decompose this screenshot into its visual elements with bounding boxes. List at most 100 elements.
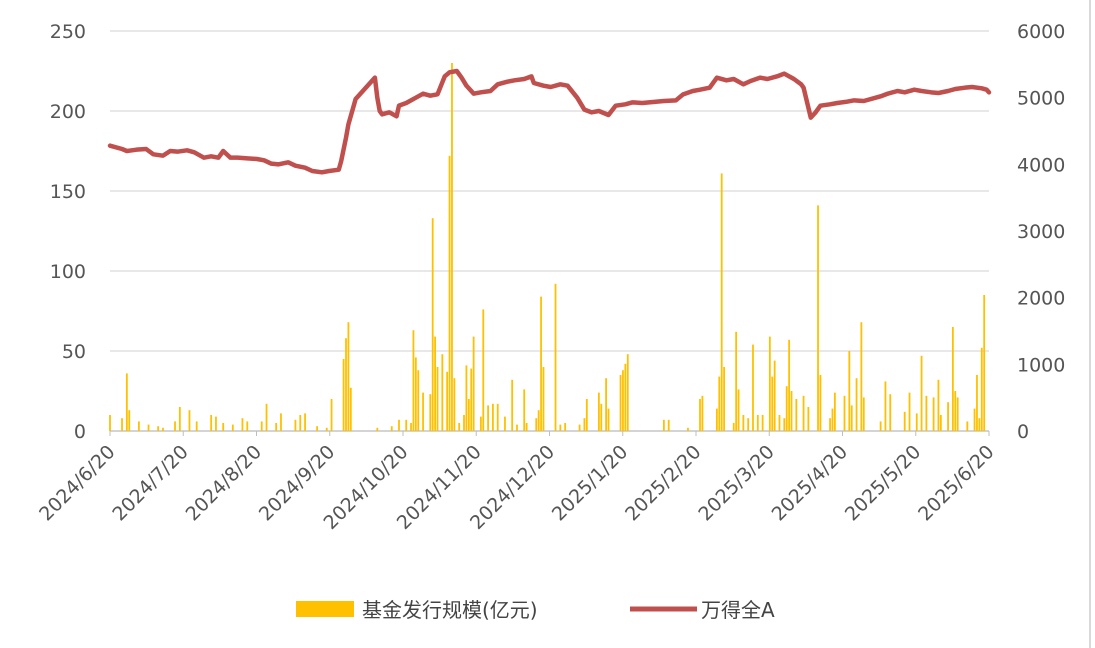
bar — [554, 283, 557, 431]
bar — [162, 427, 164, 431]
legend-swatch-bar — [296, 601, 354, 617]
bar — [463, 415, 465, 431]
left-tick-label: 200 — [50, 101, 86, 123]
bar — [304, 413, 306, 431]
bar — [932, 397, 935, 431]
bar — [342, 359, 345, 431]
bar — [983, 295, 986, 431]
bar — [622, 370, 624, 431]
bar — [535, 418, 538, 431]
bar — [855, 378, 858, 431]
bar — [458, 423, 461, 431]
bar — [467, 399, 470, 431]
bar — [414, 357, 417, 431]
bar — [718, 376, 721, 431]
bar — [523, 389, 526, 431]
bar — [147, 424, 150, 431]
bar — [157, 426, 160, 431]
bar — [843, 395, 846, 431]
bar — [537, 410, 540, 431]
bar — [966, 421, 969, 431]
bar — [624, 363, 627, 431]
bar — [773, 360, 776, 431]
bar — [465, 365, 468, 431]
bar — [817, 205, 819, 431]
bar — [109, 415, 111, 431]
bar — [390, 426, 393, 431]
bar — [412, 330, 415, 431]
bar — [525, 423, 528, 431]
bar — [431, 218, 434, 431]
bar — [850, 405, 853, 431]
bar — [215, 416, 217, 431]
bar — [783, 418, 786, 431]
bar — [860, 322, 863, 431]
bar — [410, 423, 412, 431]
bar — [980, 347, 983, 431]
legend-label-line: 万得全A — [701, 598, 775, 622]
bar — [829, 418, 831, 431]
right-tick-label: 4000 — [1017, 154, 1065, 176]
right-tick-label: 6000 — [1017, 21, 1065, 43]
bar — [330, 399, 333, 431]
bar — [260, 421, 263, 431]
bar — [785, 386, 788, 431]
bar — [771, 376, 774, 431]
bar — [422, 392, 424, 431]
bar — [345, 338, 347, 431]
bar — [939, 415, 942, 431]
bar — [504, 416, 506, 431]
bar — [492, 403, 494, 431]
bar — [280, 413, 282, 431]
left-tick-label: 250 — [50, 21, 86, 43]
right-axis-ticks: 0 1000 2000 3000 4000 5000 6000 — [1017, 21, 1065, 443]
bar — [451, 63, 453, 431]
bar — [434, 336, 437, 431]
bar — [747, 418, 750, 431]
bar — [472, 336, 475, 431]
bar — [756, 415, 759, 431]
bar — [976, 375, 978, 431]
bar — [973, 408, 976, 431]
bar — [862, 397, 865, 431]
bar — [347, 322, 350, 431]
bar — [405, 419, 408, 431]
bar — [605, 378, 607, 431]
left-tick-label: 50 — [62, 341, 86, 363]
bar — [446, 371, 449, 431]
bar — [448, 155, 451, 432]
left-tick-label: 150 — [50, 181, 86, 203]
bar — [795, 399, 798, 431]
bar — [626, 354, 629, 431]
right-tick-label: 5000 — [1017, 88, 1065, 110]
bar — [925, 395, 928, 431]
bar — [699, 399, 701, 431]
bar — [429, 394, 432, 431]
bar — [540, 296, 542, 431]
bar — [470, 368, 473, 431]
bar — [742, 415, 745, 431]
bar — [441, 354, 444, 431]
bar — [831, 408, 834, 431]
bar — [542, 367, 545, 431]
bar — [920, 355, 923, 431]
bar — [884, 381, 887, 431]
right-tick-label: 1000 — [1017, 354, 1065, 376]
bar — [578, 424, 581, 431]
bar — [956, 397, 959, 431]
left-axis-ticks: 0 50 100 150 200 250 — [50, 21, 86, 443]
bar — [583, 418, 586, 431]
right-tick-label: 0 — [1017, 421, 1029, 443]
bar — [915, 413, 918, 431]
bar — [195, 421, 198, 431]
bar — [265, 403, 268, 431]
bar — [349, 387, 352, 431]
bar — [833, 392, 836, 431]
right-tick-label: 2000 — [1017, 288, 1065, 310]
bar — [807, 407, 810, 431]
bar — [128, 410, 131, 431]
bar — [761, 415, 764, 431]
bar — [316, 426, 319, 431]
bar — [188, 410, 191, 431]
bar — [559, 424, 562, 431]
